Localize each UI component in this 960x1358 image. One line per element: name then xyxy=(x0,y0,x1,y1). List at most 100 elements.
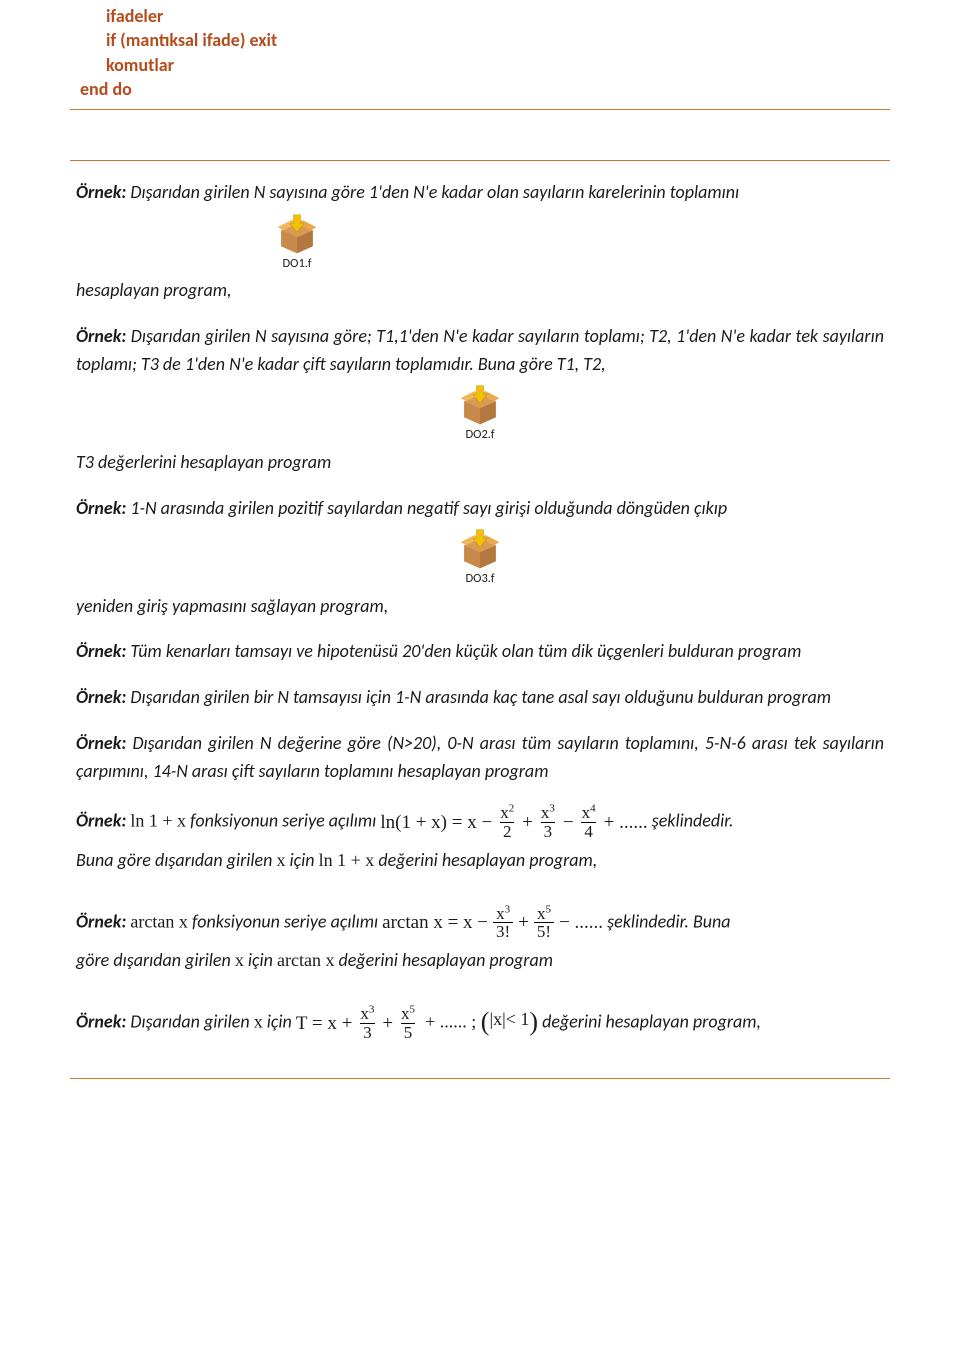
example-text: Dışarıdan girilen N sayısına göre; T1,1'… xyxy=(76,325,884,375)
eq-lhs: T = x + xyxy=(296,1009,352,1038)
equation: arctan x = x − x3 3! + x5 5! − ...... xyxy=(382,905,603,942)
eq-lhs: arctan x = x − xyxy=(382,908,488,937)
frac-den: 5! xyxy=(534,922,554,941)
example-lead: Örnek: xyxy=(76,640,126,662)
math-var: x xyxy=(493,1006,502,1034)
example-lead: Örnek: xyxy=(76,810,126,832)
frac-num: x xyxy=(401,1004,410,1023)
frac-exp: 2 xyxy=(509,802,515,814)
code-block: ifadeler if (mantıksal ifade) exit komut… xyxy=(70,0,890,110)
example-lead: Örnek: xyxy=(76,181,126,203)
example-text: 1-N arasında girilen pozitif sayılardan … xyxy=(126,497,727,519)
text: göre dışarıdan girilen xyxy=(76,949,235,971)
example-text: Dışarıdan girilen bir N tamsayısı için 1… xyxy=(126,686,831,708)
frac-num: x xyxy=(360,1004,369,1023)
frac-den: 2 xyxy=(500,822,515,841)
math-var: x xyxy=(235,950,244,970)
fraction: x2 2 xyxy=(497,804,517,841)
file-row: DO3.f xyxy=(76,529,884,587)
example-2-tail: T3 değerlerini hesaplayan program xyxy=(76,449,884,477)
example-lead: Örnek: xyxy=(76,686,126,708)
example-text: fonksiyonun seriye açılımı xyxy=(190,810,380,832)
example-3: Örnek: 1-N arasında girilen pozitif sayı… xyxy=(76,495,884,523)
text: değerini hesaplayan program, xyxy=(374,849,597,871)
frac-exp: 5 xyxy=(545,903,551,915)
page: ifadeler if (mantıksal ifade) exit komut… xyxy=(0,0,960,1079)
example-lead: Örnek: xyxy=(76,325,126,347)
math-var: x xyxy=(254,1012,263,1032)
example-3-tail: yeniden giriş yapmasını sağlayan program… xyxy=(76,593,884,621)
example-7-line2: Buna göre dışarıdan girilen x için ln 1 … xyxy=(76,847,884,875)
example-lead: Örnek: xyxy=(76,732,126,754)
example-lead: Örnek: xyxy=(76,497,126,519)
frac-num: x xyxy=(496,904,505,923)
math-expr: arctan x xyxy=(130,911,187,931)
eq-lhs: ln(1 + x) = x − xyxy=(380,808,492,837)
frac-exp: 3 xyxy=(369,1003,375,1015)
package-icon: DO3.f xyxy=(459,529,501,586)
example-lead: Örnek: xyxy=(76,910,126,932)
example-tail: şeklindedir. xyxy=(652,810,734,832)
paren-open: ( xyxy=(481,1014,490,1030)
text: değerini hesaplayan program xyxy=(334,949,553,971)
example-1-tail: hesaplayan program, xyxy=(76,277,884,305)
example-9: Örnek: Dışarıdan girilen x için T = x + … xyxy=(76,1005,884,1042)
example-4: Örnek: Tüm kenarları tamsayı ve hipotenü… xyxy=(76,638,884,666)
example-lead: Örnek: xyxy=(76,1011,126,1033)
example-6: Örnek: Dışarıdan girilen N değerine göre… xyxy=(76,730,884,786)
eq-dots: + ...... xyxy=(604,808,648,837)
text: için xyxy=(244,949,277,971)
examples-box: Örnek: Dışarıdan girilen N sayısına göre… xyxy=(70,160,890,1079)
file-row: DO2.f xyxy=(76,385,884,443)
example-8: Örnek: arctan x fonksiyonun seriye açılı… xyxy=(76,905,884,942)
file-label: DO2.f xyxy=(465,427,494,442)
frac-exp: 5 xyxy=(410,1003,416,1015)
eq-dots: − ...... xyxy=(559,908,603,937)
frac-den: 3! xyxy=(493,922,513,941)
frac-exp: 3 xyxy=(549,802,555,814)
op: + xyxy=(382,1009,393,1038)
fraction: x3 3 xyxy=(538,804,558,841)
frac-exp: 3 xyxy=(505,903,511,915)
op: + xyxy=(522,808,533,837)
math-expr: arctan x xyxy=(277,950,334,970)
example-text: Dışarıdan girilen N sayısına göre 1'den … xyxy=(126,181,739,203)
text: değerini hesaplayan program, xyxy=(542,1011,761,1033)
text: için xyxy=(285,849,318,871)
math-expr: ln 1 + x xyxy=(319,850,375,870)
fraction: x3 3 xyxy=(357,1005,377,1042)
example-text: fonksiyonun seriye açılımı xyxy=(192,910,382,932)
math-expr: ln 1 + x xyxy=(130,811,186,831)
equation: ln(1 + x) = x − x2 2 + x3 3 − x4 4 + ...… xyxy=(380,804,647,841)
text: için xyxy=(263,1011,296,1033)
example-8-line2: göre dışarıdan girilen x için arctan x d… xyxy=(76,947,884,975)
example-5: Örnek: Dışarıdan girilen bir N tamsayısı… xyxy=(76,684,884,712)
example-text: Dışarıdan girilen N değerine göre (N>20)… xyxy=(76,732,884,782)
paren-close: ) xyxy=(529,1014,538,1030)
package-icon: DO2.f xyxy=(459,385,501,442)
frac-den: 4 xyxy=(581,822,596,841)
package-icon: DO1.f xyxy=(276,214,318,271)
equation: T = x + x3 3 + x5 5 xyxy=(296,1005,421,1042)
example-2: Örnek: Dışarıdan girilen N sayısına göre… xyxy=(76,323,884,379)
frac-den: 5 xyxy=(401,1023,416,1042)
example-7: Örnek: ln 1 + x fonksiyonun seriye açılı… xyxy=(76,804,884,841)
cond-rest: < 1 xyxy=(506,1006,530,1034)
fraction: x4 4 xyxy=(579,804,599,841)
fraction: x5 5 xyxy=(398,1005,418,1042)
fraction: x5 5! xyxy=(534,905,554,942)
eq-dots: + ...... ; xyxy=(425,1012,481,1032)
code-line: if (mantıksal ifade) exit xyxy=(70,28,890,52)
frac-num: x xyxy=(500,803,509,822)
frac-num: x xyxy=(582,803,591,822)
file-row: DO1.f xyxy=(76,213,884,271)
fraction: x3 3! xyxy=(493,905,513,942)
text: Buna göre dışarıdan girilen xyxy=(76,849,276,871)
code-line: komutlar xyxy=(70,53,890,77)
file-label: DO1.f xyxy=(282,256,311,271)
example-tail: şeklindedir. Buna xyxy=(607,910,730,932)
text: Dışarıdan girilen xyxy=(126,1011,253,1033)
example-text: Tüm kenarları tamsayı ve hipotenüsü 20'd… xyxy=(126,640,801,662)
frac-den: 3 xyxy=(360,1023,375,1042)
op: − xyxy=(563,808,574,837)
